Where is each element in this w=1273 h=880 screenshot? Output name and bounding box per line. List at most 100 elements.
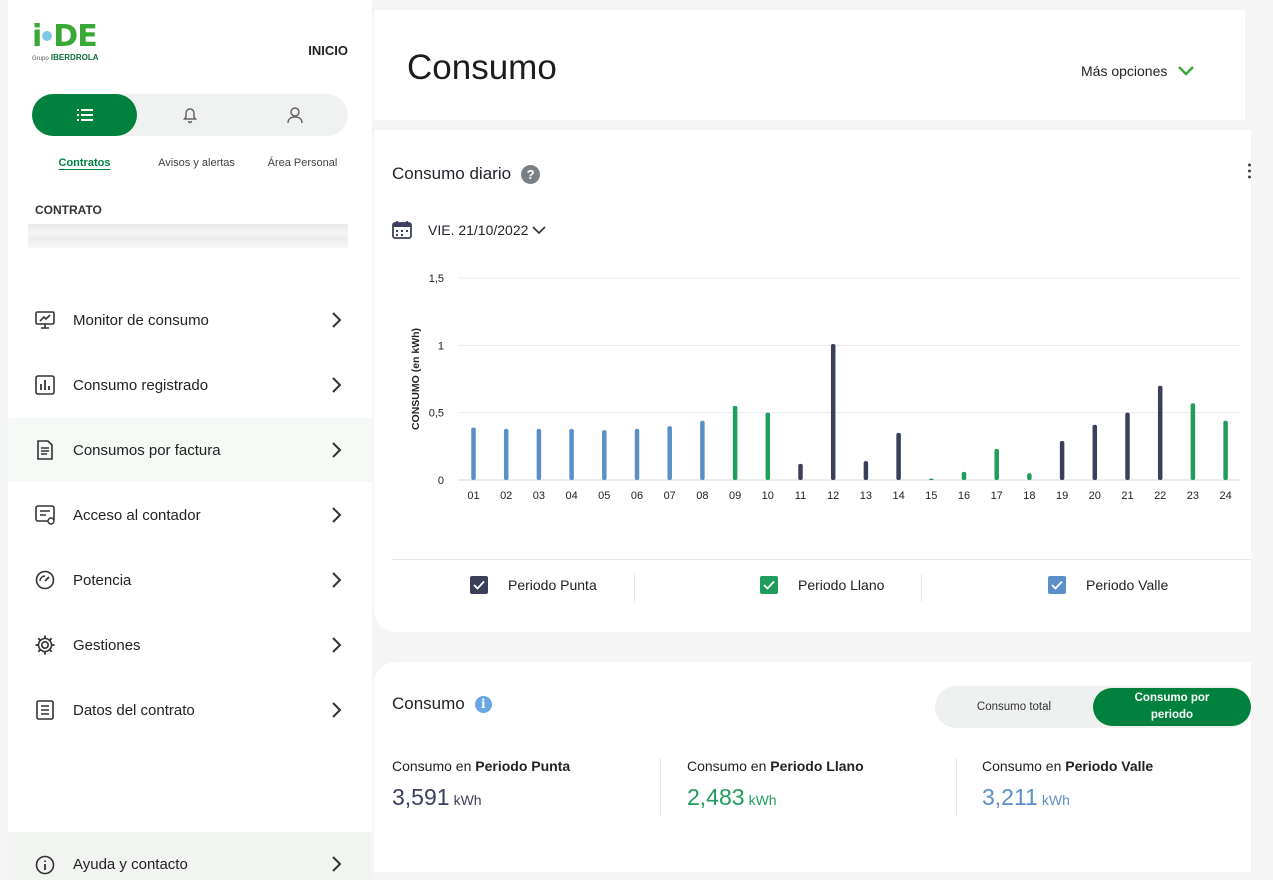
sidebar-item-label: Consumo registrado (73, 376, 209, 394)
tab-label-area-personal[interactable]: Área Personal (267, 157, 338, 169)
chevron-down-icon (1178, 66, 1195, 76)
metric-label: Consumo en Periodo Llano (687, 758, 864, 774)
x-tick-label: 09 (729, 490, 741, 502)
x-tick-label: 03 (533, 490, 545, 502)
x-tick-label: 14 (892, 490, 904, 502)
x-tick-label: 15 (925, 490, 937, 502)
tab-contratos[interactable] (32, 94, 137, 136)
metric-llano: Consumo en Periodo Llano 2,483 kWh (687, 758, 957, 811)
x-tick-label: 06 (631, 490, 643, 502)
toggle-period-label: Consumo por periodo (1134, 692, 1210, 721)
bar-02 (503, 428, 509, 480)
legend-separator (634, 574, 635, 602)
y-tick-label: 0 (438, 475, 444, 487)
info-icon[interactable]: i (474, 695, 492, 713)
contrato-label: CONTRATO (35, 203, 102, 217)
bar-17 (994, 449, 999, 480)
contract-icon (36, 700, 54, 720)
sidebar: i DE Grupo IBERDROLA INICIO Contratos Avi… (8, 0, 372, 880)
legend-item-punta[interactable]: Periodo Punta (470, 576, 597, 594)
sidebar-item-label: Gestiones (73, 636, 141, 654)
legend-label: Periodo Punta (508, 577, 597, 593)
x-tick-label: 07 (664, 490, 676, 502)
page-title: Consumo (407, 48, 557, 87)
sidebar-item-label: Potencia (73, 571, 132, 589)
sidebar-item-label: Datos del contrato (73, 701, 195, 719)
sidebar-item-gestiones[interactable]: Gestiones (8, 613, 372, 677)
bell-icon (182, 107, 197, 123)
x-tick-label: 13 (860, 490, 872, 502)
bar-18 (1027, 473, 1032, 480)
date-selector[interactable]: VIE. 21/10/2022 (392, 220, 546, 239)
tab-label-avisos[interactable]: Avisos y alertas (158, 157, 235, 169)
tab-area-personal[interactable] (242, 94, 347, 136)
summary-title: Consumo i (392, 694, 492, 714)
checkbox-checked-icon (1048, 576, 1066, 594)
x-tick-label: 24 (1219, 490, 1231, 502)
x-tick-label: 16 (958, 490, 970, 502)
x-tick-label: 10 (762, 490, 774, 502)
bar-chart-icon (35, 375, 55, 395)
y-axis-label: CONSUMO (en kWh) (410, 328, 422, 430)
x-tick-label: 04 (565, 490, 577, 502)
bar-19 (1059, 440, 1065, 480)
checkbox-checked-icon (760, 576, 778, 594)
sidebar-item-potencia[interactable]: Potencia (8, 548, 372, 612)
contrato-selector[interactable] (28, 224, 348, 248)
more-options-label: Más opciones (1081, 63, 1168, 79)
sidebar-item-consumos-factura[interactable]: Consumos por factura (8, 418, 372, 482)
chevron-right-icon (332, 572, 342, 588)
x-tick-label: 18 (1023, 490, 1035, 502)
sidebar-tabs (32, 94, 348, 136)
chevron-right-icon (332, 377, 342, 393)
kebab-menu-icon[interactable] (1248, 162, 1251, 180)
x-tick-label: 23 (1187, 490, 1199, 502)
sidebar-item-label: Acceso al contador (73, 506, 201, 524)
bar-15 (929, 478, 934, 480)
user-icon (286, 107, 303, 124)
bar-04 (569, 428, 574, 480)
x-tick-label: 02 (500, 490, 512, 502)
chevron-right-icon (332, 442, 342, 458)
legend-divider (392, 559, 1251, 560)
x-tick-label: 22 (1154, 490, 1166, 502)
bar-24 (1223, 420, 1228, 480)
tab-label-contratos[interactable]: Contratos (58, 157, 111, 169)
checkbox-checked-icon (470, 576, 488, 594)
x-tick-label: 11 (795, 490, 806, 502)
sidebar-tab-labels: Contratos Avisos y alertas Área Personal (32, 157, 348, 173)
info-icon (35, 855, 55, 875)
inicio-link[interactable]: INICIO (308, 43, 348, 58)
consumption-summary-card: Consumo i Consumo total Consumo por peri… (374, 662, 1251, 872)
metric-valle: Consumo en Periodo Valle 3,211 kWh (982, 758, 1252, 811)
x-tick-label: 21 (1121, 490, 1133, 502)
chevron-right-icon (332, 312, 342, 328)
tab-avisos[interactable] (137, 94, 242, 136)
x-tick-label: 19 (1056, 490, 1068, 502)
sidebar-item-acceso-contador[interactable]: Acceso al contador (8, 483, 372, 547)
legend-item-valle[interactable]: Periodo Valle (1048, 576, 1168, 594)
sidebar-item-ayuda[interactable]: Ayuda y contacto (8, 832, 372, 880)
ide-logo[interactable]: i DE Grupo IBERDROLA (32, 19, 99, 63)
y-tick-label: 1,5 (429, 273, 444, 285)
chevron-right-icon (332, 507, 342, 523)
bar-21 (1125, 412, 1130, 480)
sidebar-item-label: Monitor de consumo (73, 311, 209, 329)
bar-09 (732, 405, 738, 480)
legend-item-llano[interactable]: Periodo Llano (760, 576, 884, 594)
sidebar-item-datos-contrato[interactable]: Datos del contrato (8, 678, 372, 742)
metric-punta: Consumo en Periodo Punta 3,591 kWh (392, 758, 662, 811)
sidebar-item-monitor-consumo[interactable]: Monitor de consumo (8, 288, 372, 352)
metric-value: 2,483 kWh (687, 784, 777, 810)
more-options-button[interactable]: Más opciones (1081, 63, 1195, 79)
bar-11 (798, 463, 803, 480)
bar-13 (863, 461, 869, 480)
toggle-consumo-periodo[interactable]: Consumo por periodo (1093, 688, 1251, 726)
bar-22 (1157, 385, 1163, 480)
gear-icon (35, 635, 55, 655)
bar-06 (634, 428, 640, 480)
help-icon[interactable]: ? (521, 164, 541, 184)
toggle-consumo-total[interactable]: Consumo total (976, 701, 1052, 713)
sidebar-item-consumo-registrado[interactable]: Consumo registrado (8, 353, 372, 417)
bar-01 (471, 427, 476, 480)
